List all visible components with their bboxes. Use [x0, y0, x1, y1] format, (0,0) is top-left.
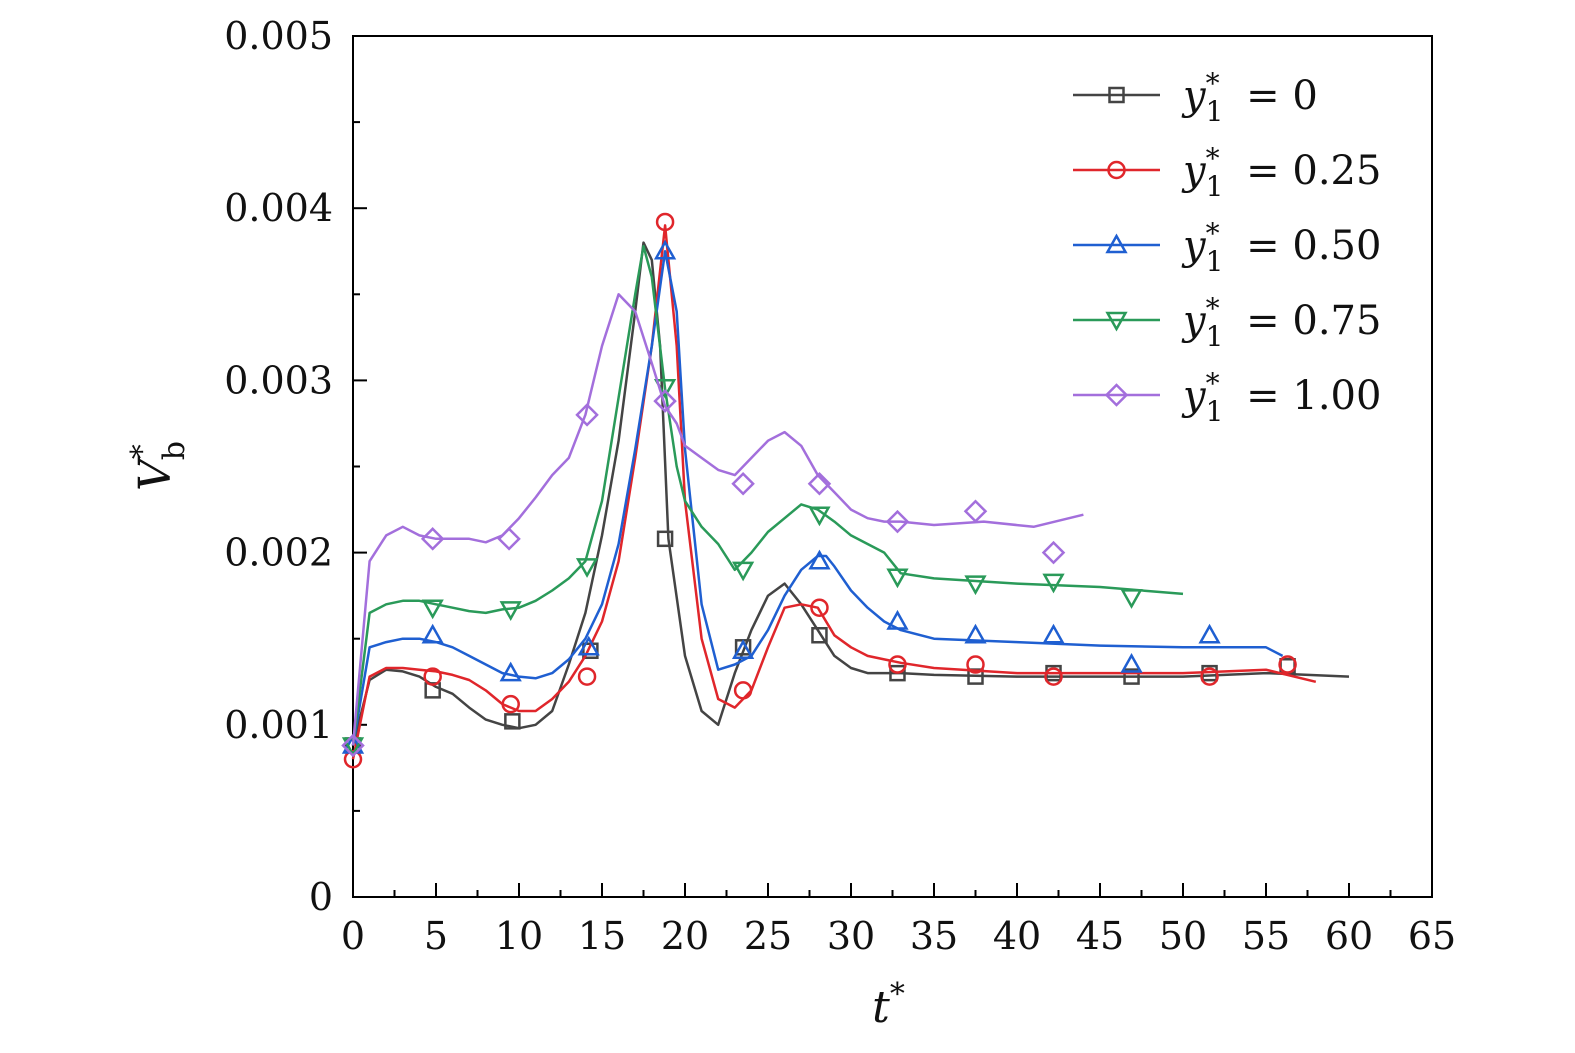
x-tick-label: 15 — [578, 914, 626, 958]
data-point-marker — [1120, 589, 1143, 609]
x-tick-label: 0 — [341, 914, 365, 958]
series-line — [351, 244, 1184, 746]
series-layer — [341, 212, 1350, 769]
y-tick-label: 0.002 — [224, 531, 333, 575]
y-tick-label: 0 — [309, 875, 333, 919]
data-point-marker — [341, 733, 365, 758]
data-point-marker — [1042, 573, 1065, 594]
data-point-marker — [807, 471, 832, 496]
data-point-marker — [964, 575, 987, 596]
legend-entry: y* 1 = 0 — [1073, 67, 1318, 128]
data-point-marker — [1042, 623, 1065, 644]
series-line — [351, 241, 1350, 746]
data-point-marker — [889, 664, 906, 682]
legend-label: y* 1 = 0.25 — [1181, 142, 1381, 203]
data-point-marker — [1044, 667, 1063, 686]
x-tick-label: 50 — [1159, 914, 1207, 958]
legend: y* 1 = 0 y* 1 = 0.25 y* 1 = 0.50 y* 1 = 0.75 y* 1… — [1073, 67, 1381, 428]
y-tick-label: 0.005 — [224, 14, 333, 58]
data-point-marker — [499, 601, 522, 621]
legend-entry: y* 1 = 0.25 — [1073, 142, 1381, 203]
legend-label: y* 1 = 1.00 — [1181, 367, 1381, 428]
data-point-marker — [421, 599, 444, 620]
data-point-marker — [886, 609, 909, 630]
data-point-marker — [421, 623, 444, 644]
x-tick-label: 30 — [827, 914, 875, 958]
data-point-marker — [653, 239, 677, 260]
legend-label: y* 1 = 0.75 — [1181, 292, 1381, 353]
data-point-marker — [733, 681, 753, 700]
data-point-marker — [656, 530, 674, 548]
x-tick-label: 25 — [744, 914, 792, 958]
data-point-marker — [1108, 86, 1125, 104]
x-tick-label: 5 — [424, 914, 448, 958]
series-line — [351, 293, 1084, 746]
data-point-marker — [423, 667, 442, 686]
data-point-marker — [497, 527, 521, 551]
data-point-marker — [655, 212, 675, 232]
data-point-marker — [885, 509, 910, 534]
series-1 — [343, 212, 1317, 769]
data-point-marker — [1105, 233, 1128, 254]
x-axis-title: t* — [872, 977, 905, 1033]
data-point-marker — [1107, 160, 1126, 180]
y-tick-label: 0.004 — [224, 186, 333, 230]
x-tick-label: 55 — [1242, 914, 1290, 958]
legend-entry: y* 1 = 0.50 — [1073, 217, 1381, 278]
x-tick-label: 45 — [1076, 914, 1124, 958]
axis-titles: t* V*b — [125, 441, 905, 1033]
data-point-marker — [653, 389, 677, 413]
x-tick-label: 10 — [495, 914, 543, 958]
data-point-marker — [811, 627, 828, 644]
series-3 — [341, 244, 1184, 758]
series-0 — [344, 241, 1350, 754]
data-point-marker — [420, 527, 445, 551]
legend-entry: y* 1 = 1.00 — [1073, 367, 1381, 428]
data-point-marker — [1198, 623, 1221, 644]
x-tick-label: 60 — [1325, 914, 1373, 958]
data-point-marker — [731, 639, 755, 660]
data-point-marker — [499, 661, 522, 682]
data-point-marker — [1123, 668, 1140, 685]
y-axis-title: V*b — [125, 441, 192, 491]
data-point-marker — [575, 403, 599, 427]
data-point-marker — [1200, 667, 1219, 686]
data-point-marker — [1120, 652, 1143, 673]
data-point-marker — [1105, 311, 1128, 332]
data-point-marker — [731, 561, 755, 582]
data-point-marker — [964, 623, 987, 644]
data-point-marker — [810, 598, 829, 617]
legend-label: y* 1 = 0 — [1181, 67, 1318, 128]
data-point-marker — [504, 713, 521, 730]
x-tick-label: 65 — [1408, 914, 1456, 958]
data-point-marker — [808, 549, 831, 570]
data-point-marker — [501, 694, 520, 714]
legend-label: y* 1 = 0.50 — [1181, 217, 1381, 278]
x-tick-label: 20 — [661, 914, 709, 958]
data-point-marker — [966, 655, 985, 674]
data-point-marker — [888, 655, 907, 674]
data-point-marker — [886, 568, 909, 589]
data-point-marker — [808, 506, 831, 527]
x-axis: 0 5 10 15 20 25 30 35 40 45 50 55 60 65 — [341, 883, 1456, 958]
data-point-marker — [1041, 540, 1066, 565]
legend-entry: y* 1 = 0.75 — [1073, 292, 1381, 353]
y-axis: 0 0.001 0.002 0.003 0.004 0.005 — [224, 14, 367, 919]
series-line — [351, 250, 1284, 746]
data-point-marker — [577, 635, 600, 656]
y-tick-label: 0.001 — [224, 703, 333, 747]
x-tick-label: 35 — [910, 914, 958, 958]
data-point-marker — [1104, 383, 1129, 407]
data-point-marker — [1278, 655, 1297, 674]
x-tick-label: 40 — [993, 914, 1041, 958]
data-point-marker — [963, 499, 988, 524]
data-point-marker — [577, 667, 597, 686]
data-point-marker — [731, 471, 755, 496]
data-point-marker — [575, 558, 599, 578]
y-tick-label: 0.003 — [224, 358, 333, 402]
series-4 — [341, 293, 1084, 758]
